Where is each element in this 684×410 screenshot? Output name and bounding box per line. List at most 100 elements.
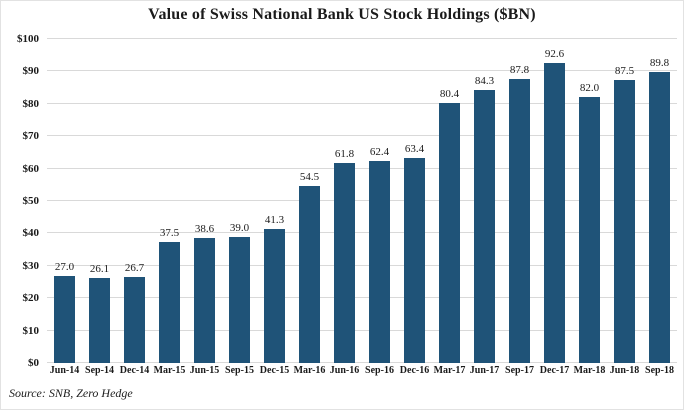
bar [649, 72, 670, 363]
bar-column: 84.3 [467, 39, 502, 363]
y-tick-label: $80 [22, 97, 40, 110]
bar-value-label: 54.5 [299, 171, 320, 184]
bar-value-label: 26.7 [124, 261, 145, 274]
bar [509, 78, 530, 363]
x-tick-label: Sep-16 [365, 365, 394, 376]
bar-value-label: 41.3 [264, 214, 285, 227]
bar [89, 278, 110, 363]
source-note: Source: SNB, Zero Hedge [9, 386, 133, 400]
bar-value-label: 39.0 [229, 221, 250, 234]
bar [124, 276, 145, 363]
bar [404, 157, 425, 363]
bar [194, 237, 215, 363]
y-axis: $0 $10 $20 $30 $40 $50 $60 $70 $80 $90 $100 [1, 33, 41, 369]
bar-column: 87.8 [502, 39, 537, 363]
bar-value-label: 92.6 [544, 47, 565, 60]
x-tick-label: Mar-18 [573, 365, 606, 376]
y-tick-label: $100 [17, 33, 39, 45]
y-tick-label: $90 [22, 65, 40, 78]
y-tick-label: $40 [22, 227, 40, 240]
bars-layer: 27.0 26.1 26.7 37.5 38.6 39.0 41.3 54.5 61.8 62.4… [47, 39, 677, 363]
bar-value-label: 82.0 [579, 82, 600, 95]
gridline [47, 362, 677, 363]
y-tick-label: $60 [22, 162, 40, 175]
gridline [47, 329, 677, 331]
bar-column: 37.5 [152, 39, 187, 363]
bar [369, 160, 390, 363]
bar [54, 275, 75, 363]
bar [334, 162, 355, 363]
x-tick-label: Dec-17 [539, 365, 570, 376]
y-tick-label: $0 [28, 357, 39, 369]
bar-column: 38.6 [187, 39, 222, 363]
x-tick-label: Jun-15 [189, 365, 220, 376]
x-tick-label: Mar-17 [433, 365, 466, 376]
bar-value-label: 87.5 [614, 64, 635, 77]
gridline [47, 232, 677, 234]
bar [159, 241, 180, 363]
bar-value-label: 87.8 [509, 63, 530, 76]
x-tick-label: Jun-16 [329, 365, 360, 376]
bar-column: 39.0 [222, 39, 257, 363]
bar-column: 61.8 [327, 39, 362, 363]
gridline [47, 135, 677, 137]
x-tick-label: Sep-15 [225, 365, 254, 376]
bar-value-label: 26.1 [89, 263, 110, 276]
gridline [47, 38, 677, 39]
bar-value-label: 27.0 [54, 260, 75, 273]
bar [474, 89, 495, 363]
bar [614, 79, 635, 363]
x-tick-label: Mar-15 [153, 365, 186, 376]
y-tick-label: $30 [22, 259, 40, 272]
bar [299, 186, 320, 363]
chart-title: Value of Swiss National Bank US Stock Ho… [148, 6, 536, 23]
y-tick-label: $20 [22, 292, 40, 305]
bar-column: 26.7 [117, 39, 152, 363]
x-tick-label: Dec-15 [259, 365, 290, 376]
x-tick-label: Dec-16 [399, 365, 430, 376]
gridline [47, 70, 677, 72]
bar-column: 80.4 [432, 39, 467, 363]
bar-value-label: 84.3 [474, 74, 495, 87]
bar-column: 26.1 [82, 39, 117, 363]
plot-area: 27.0 26.1 26.7 37.5 38.6 39.0 41.3 54.5 61.8 62.4… [47, 38, 677, 363]
bar-value-label: 38.6 [194, 222, 215, 235]
x-tick-label: Sep-17 [505, 365, 534, 376]
bar-value-label: 63.4 [404, 142, 425, 155]
bar-column: 54.5 [292, 39, 327, 363]
bar [264, 229, 285, 363]
y-tick-label: $50 [22, 195, 40, 207]
gridline [47, 167, 677, 169]
bar-value-label: 37.5 [159, 226, 180, 239]
x-axis: Jun-14 Sep-14 Dec-14 Mar-15 Jun-15 Sep-15 Dec-… [47, 365, 677, 376]
x-tick-label: Jun-14 [49, 365, 80, 376]
gridline [47, 264, 677, 266]
bar [439, 102, 460, 363]
x-tick-label: Jun-18 [609, 365, 640, 376]
x-tick-label: Sep-14 [85, 365, 114, 376]
bar-value-label: 62.4 [369, 145, 390, 158]
bar-column: 62.4 [362, 39, 397, 363]
x-tick-label: Dec-14 [119, 365, 150, 376]
y-tick-label: $10 [22, 324, 40, 337]
x-tick-label: Sep-18 [645, 365, 674, 376]
gridline [47, 200, 677, 201]
bar-column: 63.4 [397, 39, 432, 363]
bar-column: 27.0 [47, 39, 82, 363]
bar-column: 41.3 [257, 39, 292, 363]
bar-value-label: 89.8 [649, 57, 670, 70]
bar-column: 82.0 [572, 39, 607, 363]
bar-value-label: 61.8 [334, 147, 355, 160]
bar [579, 97, 600, 363]
x-tick-label: Mar-16 [293, 365, 326, 376]
bar [229, 236, 250, 363]
bar [544, 62, 565, 363]
gridline [47, 297, 677, 299]
bar-value-label: 80.4 [439, 87, 460, 100]
bar-column: 92.6 [537, 39, 572, 363]
bar-column: 87.5 [607, 39, 642, 363]
bar-column: 89.8 [642, 39, 677, 363]
y-tick-label: $70 [22, 130, 40, 143]
gridline [47, 102, 677, 104]
